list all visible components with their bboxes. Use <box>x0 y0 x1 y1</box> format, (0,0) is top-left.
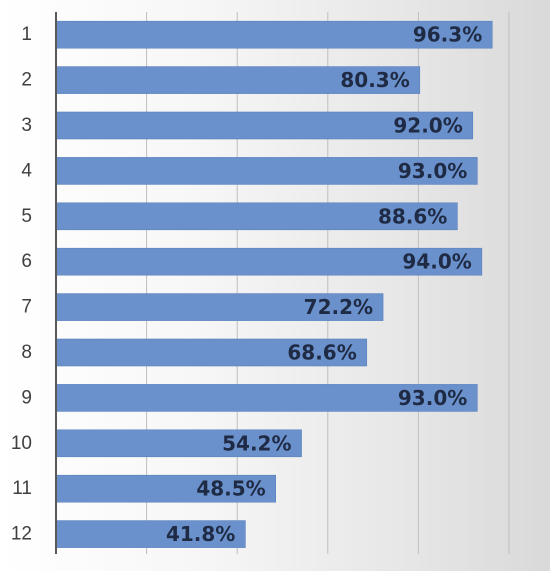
bar-6 <box>55 247 483 276</box>
category-label-11: 11 <box>12 478 32 499</box>
data-label-11: 48.5% <box>196 477 265 501</box>
data-label-9: 93.0% <box>398 386 467 410</box>
bar-1 <box>55 20 493 49</box>
data-label-10: 54.2% <box>222 431 291 455</box>
category-label-8: 8 <box>21 342 32 363</box>
bar-12 <box>55 520 246 548</box>
data-label-8: 68.6% <box>287 341 356 365</box>
bar-7 <box>55 293 384 321</box>
category-label-5: 5 <box>21 206 32 227</box>
category-label-2: 2 <box>21 70 32 91</box>
data-label-4: 93.0% <box>398 159 467 183</box>
data-label-3: 92.0% <box>393 114 462 138</box>
labels: 1 96.3% 2 80.3% 3 92.0% 4 93.0% 5 88.6% 6 94.0% 7 72.… <box>11 23 482 546</box>
data-label-6: 94.0% <box>402 250 471 274</box>
category-label-1: 1 <box>21 24 32 45</box>
bar-5 <box>55 202 458 231</box>
category-label-3: 3 <box>21 115 32 136</box>
bar-8 <box>55 338 368 367</box>
category-label-4: 4 <box>21 160 32 181</box>
data-label-12: 41.8% <box>166 522 235 546</box>
category-label-10: 10 <box>11 433 32 454</box>
data-label-5: 88.6% <box>378 204 447 228</box>
category-label-9: 9 <box>21 387 32 408</box>
bar-11 <box>55 474 277 503</box>
bar-3 <box>55 111 474 140</box>
category-label-6: 6 <box>21 251 32 272</box>
bar-9 <box>55 384 478 412</box>
category-label-12: 12 <box>11 524 32 545</box>
data-label-1: 96.3% <box>413 23 482 47</box>
bar-10 <box>55 429 302 458</box>
data-label-2: 80.3% <box>340 68 409 92</box>
bars <box>55 20 493 548</box>
bar-4 <box>55 157 478 185</box>
gridlines <box>146 12 510 554</box>
category-label-7: 7 <box>21 297 32 318</box>
data-label-7: 72.2% <box>304 295 373 319</box>
